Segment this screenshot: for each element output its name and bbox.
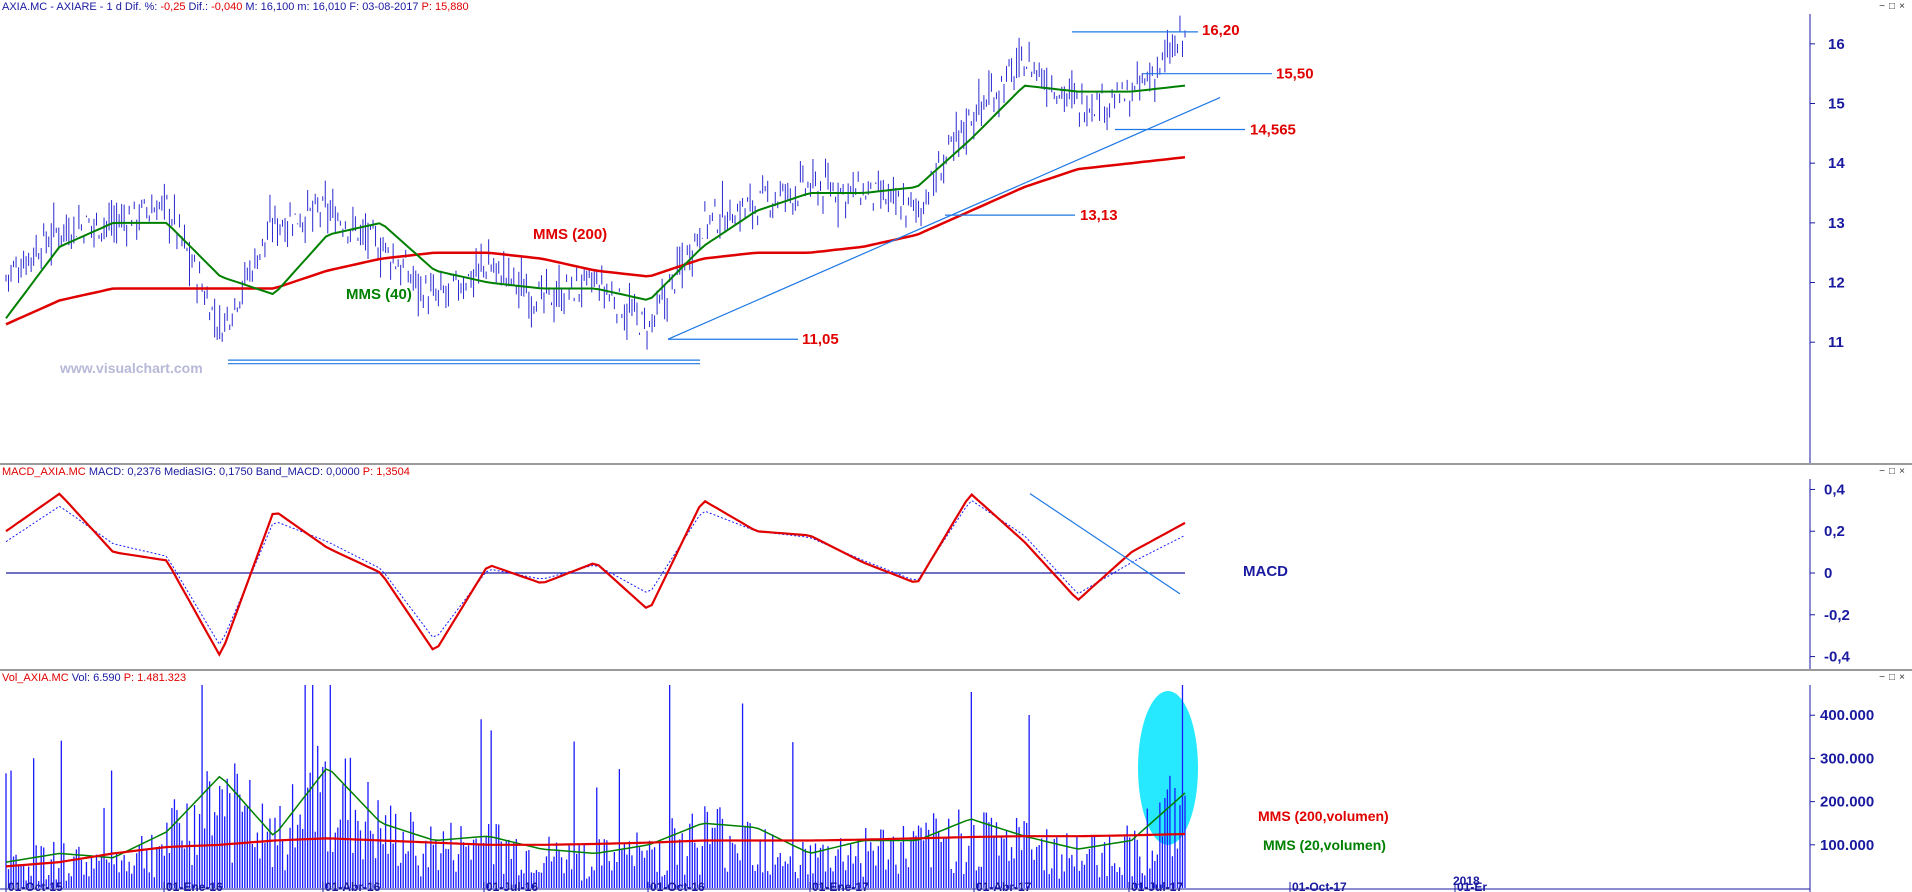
mms200-line — [5, 155, 1186, 326]
price-pane-controls: − □ × — [1878, 1, 1908, 12]
x-axis-label: 01-Oct-15 — [8, 880, 63, 892]
x-axis-label: 01-Er — [1457, 880, 1487, 892]
macd-axis-label: -0,4 — [1824, 649, 1851, 666]
level-label-14565: 14,565 — [1250, 121, 1296, 138]
macd-axis-label: 0,2 — [1824, 523, 1845, 540]
macd-header: MACD_AXIA.MC MACD: 0,2376 MediaSIG: 0,17… — [2, 465, 410, 479]
x-axis-label: 01-Oct-16 — [650, 880, 705, 892]
vol-mms20-label: MMS (20,volumen) — [1263, 837, 1386, 853]
x-axis-label: 01-Jul-16 — [486, 880, 538, 892]
year-marker: 2018 — [1453, 874, 1480, 888]
close-icon[interactable]: × — [1899, 672, 1907, 683]
signal-value: MediaSIG: 0,1750 — [164, 466, 253, 478]
pane-divider[interactable] — [0, 669, 1912, 671]
macd-axis-label: 0 — [1824, 565, 1832, 582]
macd-p-label: P: — [362, 466, 374, 478]
volume-value: Vol: 6.590 — [71, 672, 121, 684]
mms40-label: MMS (40) — [346, 286, 412, 303]
maximize-icon[interactable]: □ — [1888, 672, 1898, 683]
macd-value: MACD: 0,2376 — [88, 466, 161, 478]
vol-mms200-line — [5, 832, 1186, 868]
price-axis-label: 11 — [1828, 334, 1844, 351]
date-value: F: 03-08-2017 — [349, 1, 419, 13]
last-label: P: — [421, 1, 432, 13]
price-symbol: AXIA.MC - AXIARE - 1 d — [2, 1, 122, 13]
macd-pane-controls: − □ × — [1878, 466, 1908, 477]
macd-chart[interactable]: -0,4 -0,2 0 0,2 0,4 MACD — [0, 465, 1912, 671]
close-icon[interactable]: × — [1899, 1, 1907, 12]
volume-pane: Vol_AXIA.MC Vol: 6.590 P: 1.481.323 − □ × … — [0, 671, 1912, 892]
level-label-1620: 16,20 — [1202, 22, 1240, 39]
volume-p-value: 1.481.323 — [137, 672, 187, 684]
volume-header: Vol_AXIA.MC Vol: 6.590 P: 1.481.323 — [2, 671, 186, 685]
macd-p-value: 1,3504 — [376, 466, 410, 478]
volume-pane-controls: − □ × — [1878, 672, 1908, 683]
volume-chart[interactable]: 100.000 200.000 300.000 400.000 MMS (200,vol… — [0, 671, 1912, 892]
x-axis-label: 01-Abr-16 — [325, 880, 381, 892]
price-axis-label: 12 — [1828, 275, 1845, 292]
minimize-icon[interactable]: − — [1879, 672, 1887, 683]
pane-divider[interactable] — [0, 463, 1912, 465]
dif-pct-label: Dif. %: — [124, 1, 158, 13]
macd-pane: MACD_AXIA.MC MACD: 0,2376 MediaSIG: 0,17… — [0, 465, 1912, 671]
vol-mms20-line — [5, 768, 1186, 863]
price-pane: AXIA.MC - AXIARE - 1 d Dif. %: -0,25 Dif… — [0, 0, 1912, 465]
volume-axis-label: 300.000 — [1820, 750, 1874, 767]
price-axis-label: 14 — [1828, 155, 1845, 172]
price-axis-label: 16 — [1828, 36, 1845, 53]
level-label-1313: 13,13 — [1080, 207, 1118, 224]
high-value: M: 16,100 — [245, 1, 295, 13]
macd-name: MACD_AXIA.MC — [2, 466, 86, 478]
price-axis-label: 13 — [1828, 215, 1845, 232]
macd-line — [5, 492, 1186, 657]
volume-axis-label: 400.000 — [1820, 707, 1874, 724]
volume-p-label: P: — [123, 672, 135, 684]
macd-axis-label: 0,4 — [1824, 481, 1846, 498]
price-chart[interactable]: 11 12 13 14 15 16 16,20 15,50 14,565 13,13 11,05 MM… — [0, 0, 1912, 465]
mms200-label: MMS (200) — [533, 226, 607, 243]
x-axis-label: 01-Ene-16 — [166, 880, 223, 892]
minimize-icon[interactable]: − — [1879, 466, 1887, 477]
last-value: 15,880 — [435, 1, 469, 13]
x-axis-label: 01-Jul-17 — [1131, 880, 1183, 892]
macd-axis-label: -0,2 — [1824, 607, 1850, 624]
level-label-1105: 11,05 — [802, 331, 839, 348]
close-icon[interactable]: × — [1899, 466, 1907, 477]
price-header: AXIA.MC - AXIARE - 1 d Dif. %: -0,25 Dif… — [2, 0, 469, 14]
minimize-icon[interactable]: − — [1879, 1, 1887, 12]
price-axis-label: 15 — [1828, 96, 1845, 113]
macd-trendline — [1029, 493, 1181, 595]
volume-axis-label: 100.000 — [1820, 837, 1874, 854]
low-value: m: 16,010 — [297, 1, 347, 13]
volume-axis-label: 200.000 — [1820, 794, 1874, 811]
trendline-up — [667, 96, 1221, 340]
level-label-1550: 15,50 — [1276, 66, 1314, 83]
vol-mms200-label: MMS (200,volumen) — [1258, 808, 1389, 824]
mms40-line — [5, 84, 1186, 319]
dif-value: -0,040 — [211, 1, 243, 13]
x-axis-label: 01-Ene-17 — [812, 880, 869, 892]
dif-label: Dif.: — [188, 1, 209, 13]
band-value: Band_MACD: 0,0000 — [255, 466, 360, 478]
watermark: www.visualchart.com — [59, 360, 203, 376]
volume-bars — [5, 685, 1186, 888]
x-axis-label: 01-Oct-17 — [1292, 880, 1347, 892]
price-bars — [5, 15, 1186, 350]
dif-pct-value: -0,25 — [160, 1, 186, 13]
x-axis-label: 01-Abr-17 — [976, 880, 1032, 892]
maximize-icon[interactable]: □ — [1888, 466, 1898, 477]
maximize-icon[interactable]: □ — [1888, 1, 1898, 12]
volume-name: Vol_AXIA.MC — [2, 672, 69, 684]
signal-line — [5, 499, 1186, 646]
macd-label: MACD — [1243, 563, 1288, 580]
